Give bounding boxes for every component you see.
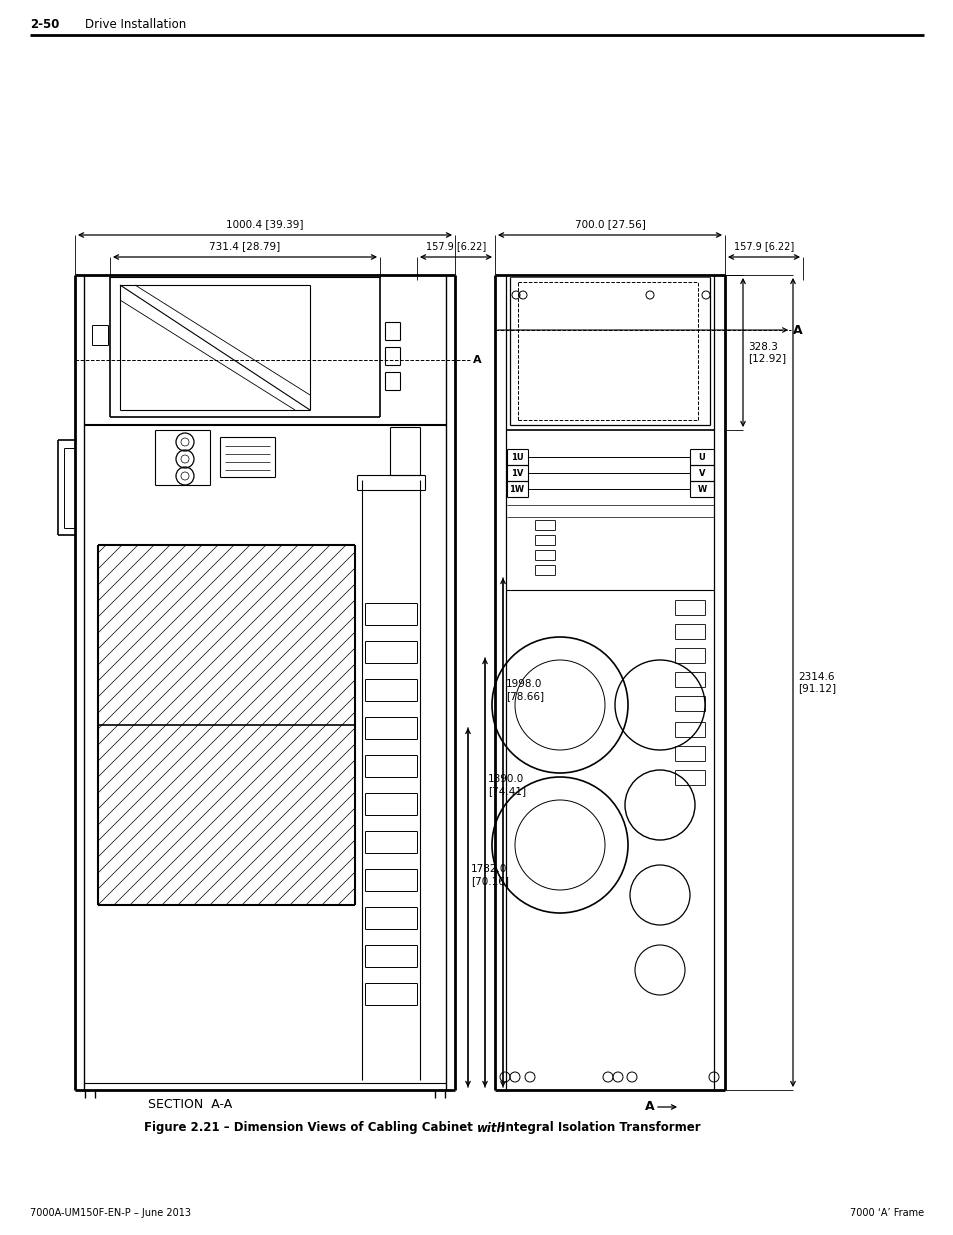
Text: 7000A-UM150F-EN-P – June 2013: 7000A-UM150F-EN-P – June 2013 <box>30 1208 191 1218</box>
Text: A: A <box>792 324 802 336</box>
Text: 157.9 [6.22]: 157.9 [6.22] <box>733 241 793 251</box>
Text: 1000.4 [39.39]: 1000.4 [39.39] <box>226 219 303 228</box>
Text: 1998.0
[78.66]: 1998.0 [78.66] <box>505 679 543 700</box>
Text: 700.0 [27.56]: 700.0 [27.56] <box>574 219 645 228</box>
Text: 157.9 [6.22]: 157.9 [6.22] <box>425 241 486 251</box>
Text: 7000 ‘A’ Frame: 7000 ‘A’ Frame <box>849 1208 923 1218</box>
Text: 1V: 1V <box>510 468 522 478</box>
Text: 328.3
[12.92]: 328.3 [12.92] <box>747 342 785 363</box>
Text: U: U <box>698 452 704 462</box>
Text: 2314.6
[91.12]: 2314.6 [91.12] <box>797 672 835 693</box>
Text: A: A <box>473 354 481 366</box>
Text: 731.4 [28.79]: 731.4 [28.79] <box>209 241 280 251</box>
Text: A: A <box>644 1100 654 1114</box>
Text: Figure 2.21 – Dimension Views of Cabling Cabinet: Figure 2.21 – Dimension Views of Cabling… <box>144 1121 476 1135</box>
Text: with: with <box>476 1121 505 1135</box>
Text: Integral Isolation Transformer: Integral Isolation Transformer <box>497 1121 700 1135</box>
Text: V: V <box>698 468 704 478</box>
Text: 2-50: 2-50 <box>30 19 59 32</box>
Text: 1782.0
[70.16]: 1782.0 [70.16] <box>471 864 509 885</box>
Text: SECTION  A-A: SECTION A-A <box>148 1098 232 1112</box>
Text: Drive Installation: Drive Installation <box>85 19 186 32</box>
Text: 1W: 1W <box>509 484 524 494</box>
Text: W: W <box>697 484 706 494</box>
Text: 1U: 1U <box>510 452 523 462</box>
Text: 1890.0
[74.41]: 1890.0 [74.41] <box>488 774 525 795</box>
